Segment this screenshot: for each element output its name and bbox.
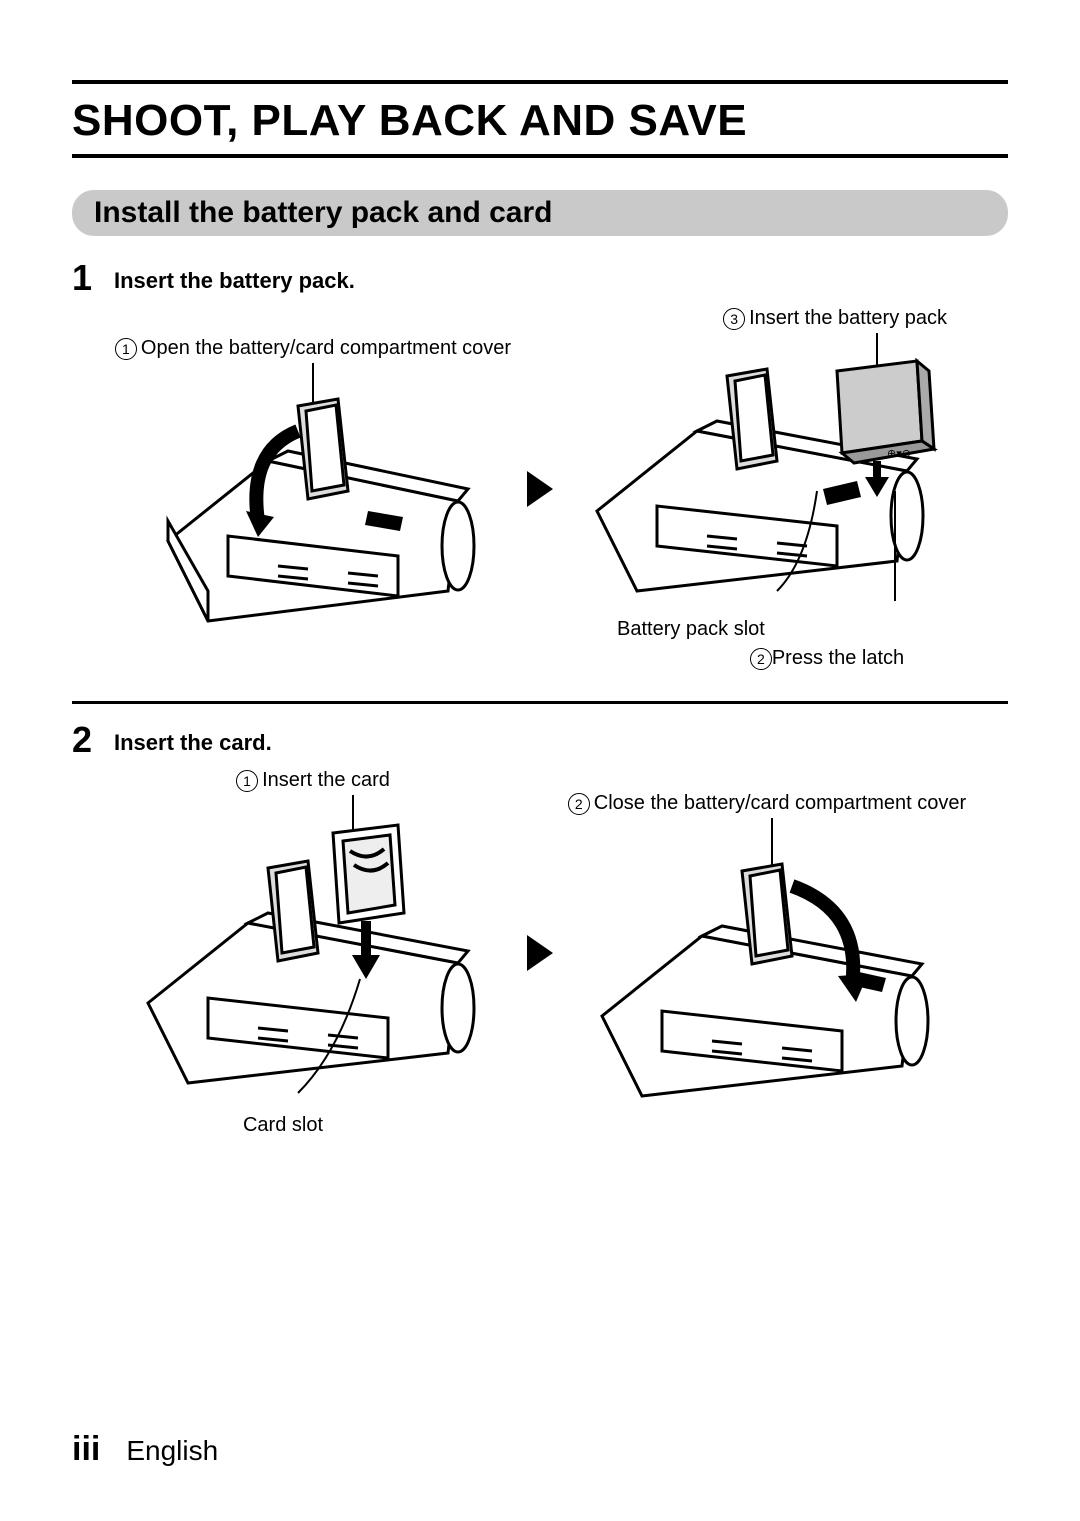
sequence-arrow-icon — [523, 467, 557, 511]
step-1-diagrams: 1 Open the battery/card compartment cove… — [72, 306, 1008, 671]
step-2-title: Insert the card. — [114, 722, 272, 756]
circled-2b-icon: 2 — [568, 793, 590, 815]
step-2-right-caption-text: Close the battery/card compartment cover — [594, 791, 966, 816]
manual-page: SHOOT, PLAY BACK AND SAVE Install the ba… — [0, 0, 1080, 1521]
camera-insert-battery-illustration: ⊕▾⊖ — [577, 331, 957, 611]
step-2-number: 2 — [72, 722, 114, 758]
step-1-left-caption: 1 Open the battery/card compartment cove… — [113, 336, 513, 361]
step-1-diagram-right: 3 Insert the battery pack — [567, 306, 967, 671]
card-slot-label-row: Card slot — [113, 1113, 513, 1138]
step-2-left-caption: 1 Insert the card — [113, 768, 513, 793]
circled-1-icon: 1 — [115, 338, 137, 360]
step-1: 1 Insert the battery pack. — [72, 260, 1008, 296]
step-2-diagram-right: 2 Close the battery/card compartment cov… — [567, 791, 967, 1116]
step-2: 2 Insert the card. — [72, 722, 1008, 758]
press-latch-text: Press the latch — [772, 647, 904, 669]
page-footer: iii English — [72, 1430, 218, 1469]
camera-close-cover-illustration — [582, 816, 952, 1116]
step-1-left-caption-text: Open the battery/card compartment cover — [141, 336, 511, 361]
page-language: English — [126, 1435, 218, 1467]
page-title: SHOOT, PLAY BACK AND SAVE — [72, 96, 1008, 146]
rule-top — [72, 80, 1008, 84]
battery-slot-label: Battery pack slot — [617, 618, 765, 640]
camera-open-cover-illustration — [138, 361, 488, 641]
step-2-right-caption: 2 Close the battery/card compartment cov… — [567, 791, 967, 816]
section-subheading: Install the battery pack and card — [72, 190, 1008, 236]
step-1-diagram-left: 1 Open the battery/card compartment cove… — [113, 336, 513, 641]
step-1-right-top-text: Insert the battery pack — [749, 306, 947, 331]
circled-2-icon: 2 — [750, 648, 772, 670]
step-1-number: 1 — [72, 260, 114, 296]
step-1-title: Insert the battery pack. — [114, 260, 355, 294]
camera-insert-card-illustration — [128, 793, 498, 1113]
step-2-left-caption-text: Insert the card — [262, 768, 390, 793]
step-2-diagrams: 1 Insert the card — [72, 768, 1008, 1138]
circled-3-icon: 3 — [723, 308, 745, 330]
circled-1b-icon: 1 — [236, 770, 258, 792]
rule-under-title — [72, 154, 1008, 158]
step-2-diagram-left: 1 Insert the card — [113, 768, 513, 1138]
step-1-right-bottom-captions: Battery pack slot 2Press the latch — [567, 617, 967, 671]
svg-text:⊕▾⊖: ⊕▾⊖ — [887, 448, 911, 460]
step-1-right-top-caption: 3 Insert the battery pack — [567, 306, 967, 331]
page-number: iii — [72, 1430, 100, 1469]
card-slot-label: Card slot — [243, 1114, 323, 1136]
step-separator — [72, 701, 1008, 704]
sequence-arrow-2-icon — [523, 931, 557, 975]
